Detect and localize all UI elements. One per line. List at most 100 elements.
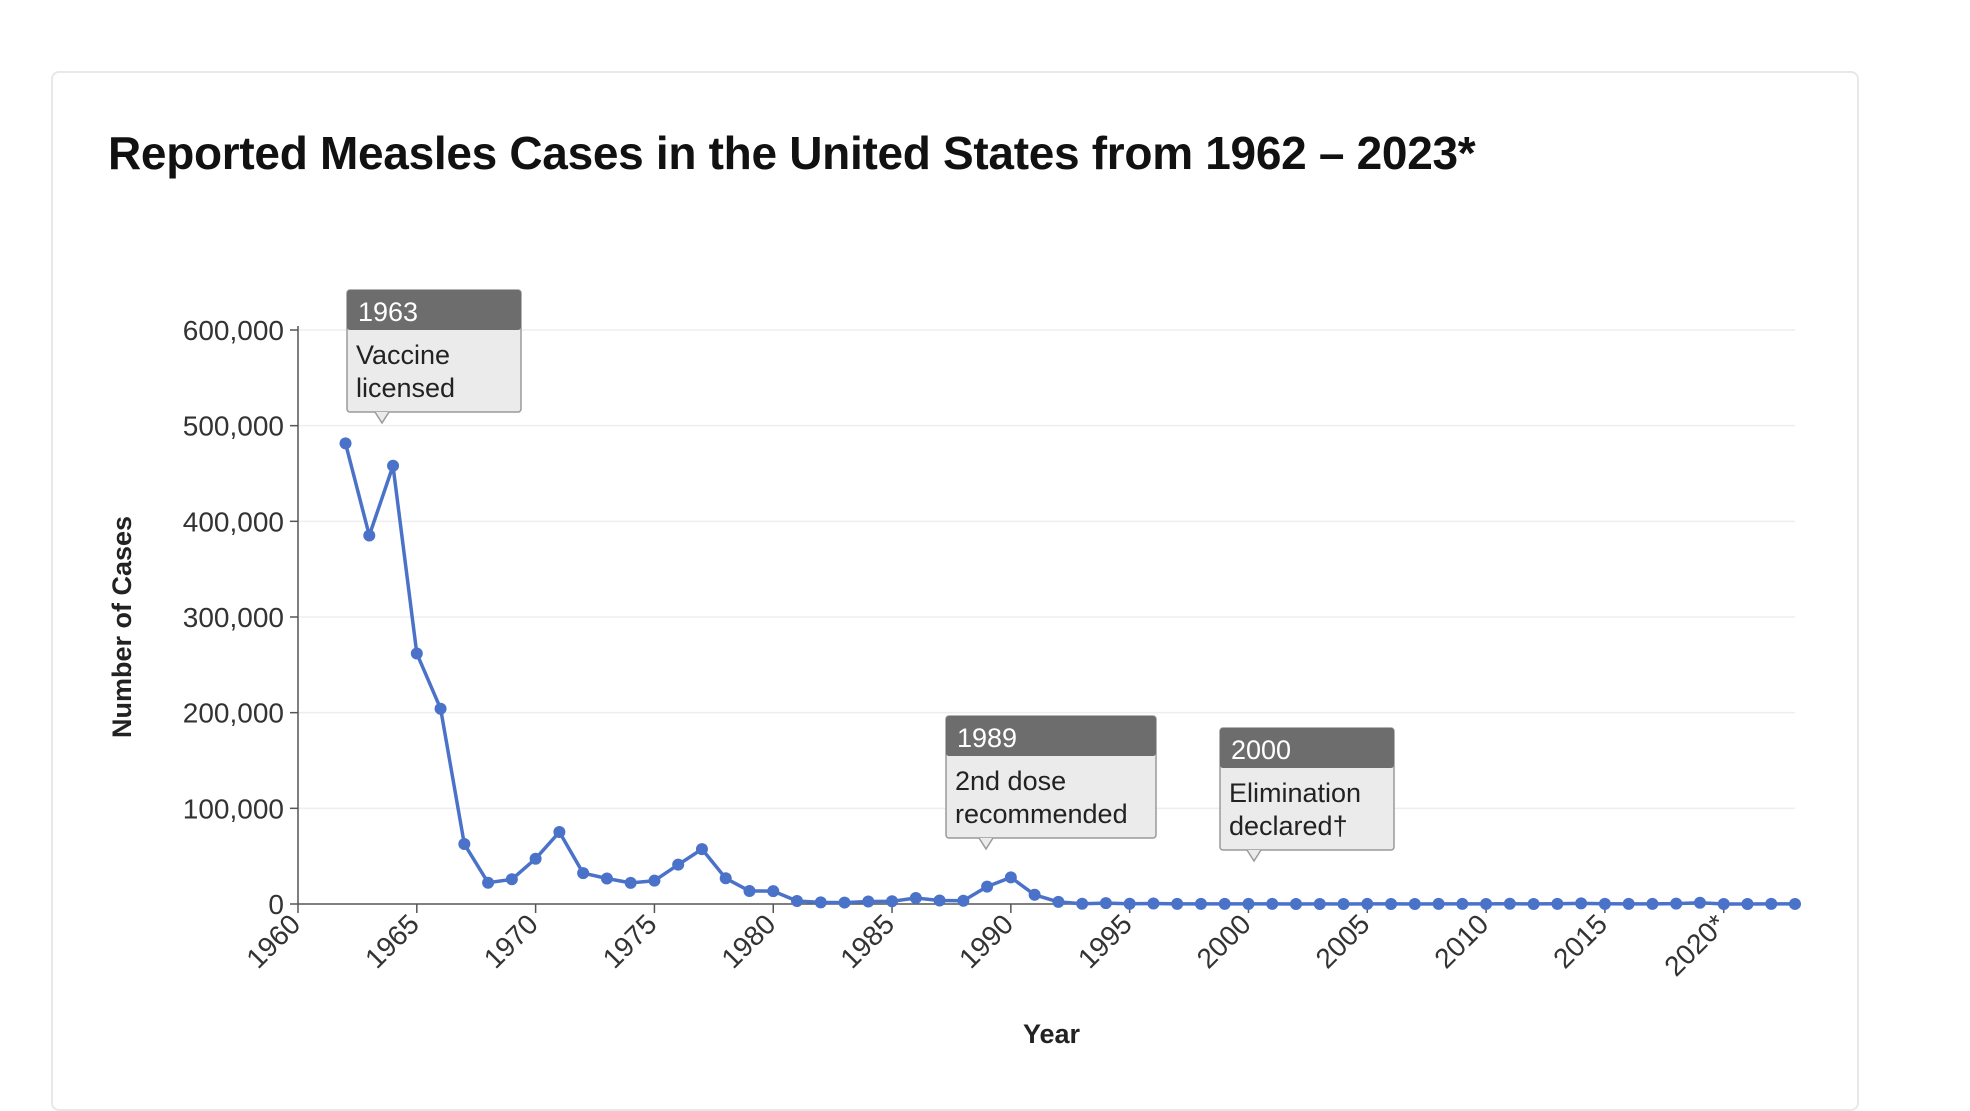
data-point: [1575, 897, 1588, 910]
data-point: [1123, 897, 1136, 910]
data-point: [1741, 897, 1754, 910]
x-tick-label: 1990: [953, 908, 1019, 974]
data-point: [1218, 897, 1231, 910]
y-tick-label: 500,000: [183, 411, 284, 442]
chart-title: Reported Measles Cases in the United Sta…: [108, 127, 1476, 179]
annotation-year: 1963: [358, 297, 418, 327]
data-point: [624, 876, 637, 889]
data-point: [1385, 897, 1398, 910]
data-point: [482, 876, 495, 889]
data-point: [648, 874, 661, 887]
x-tick-label: 2020*: [1658, 908, 1732, 982]
data-point: [695, 843, 708, 856]
annotation-year: 1989: [957, 723, 1017, 753]
data-point: [1717, 897, 1730, 910]
x-axis-title: Year: [1023, 1019, 1081, 1049]
data-point: [1004, 871, 1017, 884]
data-point: [1266, 897, 1279, 910]
x-tick-label: 2015: [1547, 908, 1613, 974]
annotation-text: 2nd dose: [955, 766, 1066, 796]
x-tick-label: 1980: [716, 908, 782, 974]
data-point: [672, 858, 685, 871]
annotation-header: [946, 716, 1156, 756]
data-point: [1099, 897, 1112, 910]
data-point: [1527, 897, 1540, 910]
annotation-header: [1220, 728, 1394, 768]
data-point: [1242, 897, 1255, 910]
y-tick-label: 100,000: [183, 793, 284, 824]
y-axis-title: Number of Cases: [107, 516, 137, 738]
y-tick-label: 600,000: [183, 315, 284, 346]
data-point: [1290, 897, 1302, 910]
data-point: [1337, 897, 1350, 910]
y-tick-label: 0: [268, 889, 284, 920]
data-point: [1432, 897, 1445, 910]
data-point: [339, 437, 352, 450]
data-point: [838, 896, 851, 909]
annotation-pointer: [374, 411, 390, 425]
data-point: [410, 647, 423, 660]
data-point: [505, 873, 518, 886]
data-point: [553, 825, 566, 838]
chart-card: [51, 71, 1859, 1111]
annotation-text: licensed: [356, 373, 455, 403]
data-point: [1551, 897, 1564, 910]
data-point: [1503, 897, 1516, 910]
data-point: [1147, 897, 1160, 910]
annotation-pointer: [978, 837, 994, 851]
data-point: [719, 872, 732, 885]
data-point: [363, 529, 376, 542]
x-tick-label: 2010: [1428, 908, 1494, 974]
data-point: [1646, 897, 1659, 910]
data-point: [957, 894, 970, 907]
data-point: [1028, 888, 1041, 901]
annotation-text: Elimination: [1229, 778, 1361, 808]
data-point: [529, 852, 542, 865]
x-tick-label: 2000: [1191, 908, 1257, 974]
data-point: [981, 880, 994, 893]
data-point: [1598, 897, 1611, 910]
data-point: [814, 896, 827, 909]
annotation-text: Vaccine: [356, 340, 450, 370]
data-point: [743, 884, 756, 897]
data-point: [1076, 897, 1089, 910]
data-point: [862, 895, 875, 908]
annotation-text: recommended: [955, 799, 1128, 829]
data-point: [1313, 897, 1326, 910]
data-point: [767, 885, 780, 898]
data-point: [886, 895, 899, 908]
x-tick-label: 2005: [1310, 908, 1376, 974]
data-point: [1480, 897, 1493, 910]
data-point: [1361, 897, 1374, 910]
data-point: [1789, 897, 1801, 910]
annotation-header: [347, 290, 521, 330]
x-tick-label: 1975: [597, 908, 663, 974]
data-point: [1194, 897, 1207, 910]
data-point: [1052, 895, 1065, 908]
data-point: [933, 894, 946, 907]
gridlines: [298, 329, 1795, 810]
data-point: [1693, 896, 1706, 909]
y-tick-label: 200,000: [183, 698, 284, 729]
data-point: [600, 872, 613, 885]
annotation-pointer: [1246, 849, 1262, 863]
annotation-text: declared†: [1229, 811, 1348, 841]
data-points: [339, 437, 1801, 910]
y-tick-label: 400,000: [183, 506, 284, 537]
data-point: [791, 895, 803, 908]
x-tick-label: 1970: [478, 908, 544, 974]
data-point: [1670, 897, 1683, 910]
data-point: [387, 459, 400, 472]
data-point: [1171, 897, 1184, 910]
x-tick-label: 1965: [359, 908, 425, 974]
x-tick-label: 1995: [1072, 908, 1138, 974]
data-point: [1765, 897, 1778, 910]
data-point: [1456, 897, 1469, 910]
x-tick-label: 1985: [834, 908, 900, 974]
data-point: [434, 702, 447, 715]
data-point: [577, 867, 590, 880]
data-point: [458, 838, 471, 851]
data-point: [1408, 897, 1421, 910]
